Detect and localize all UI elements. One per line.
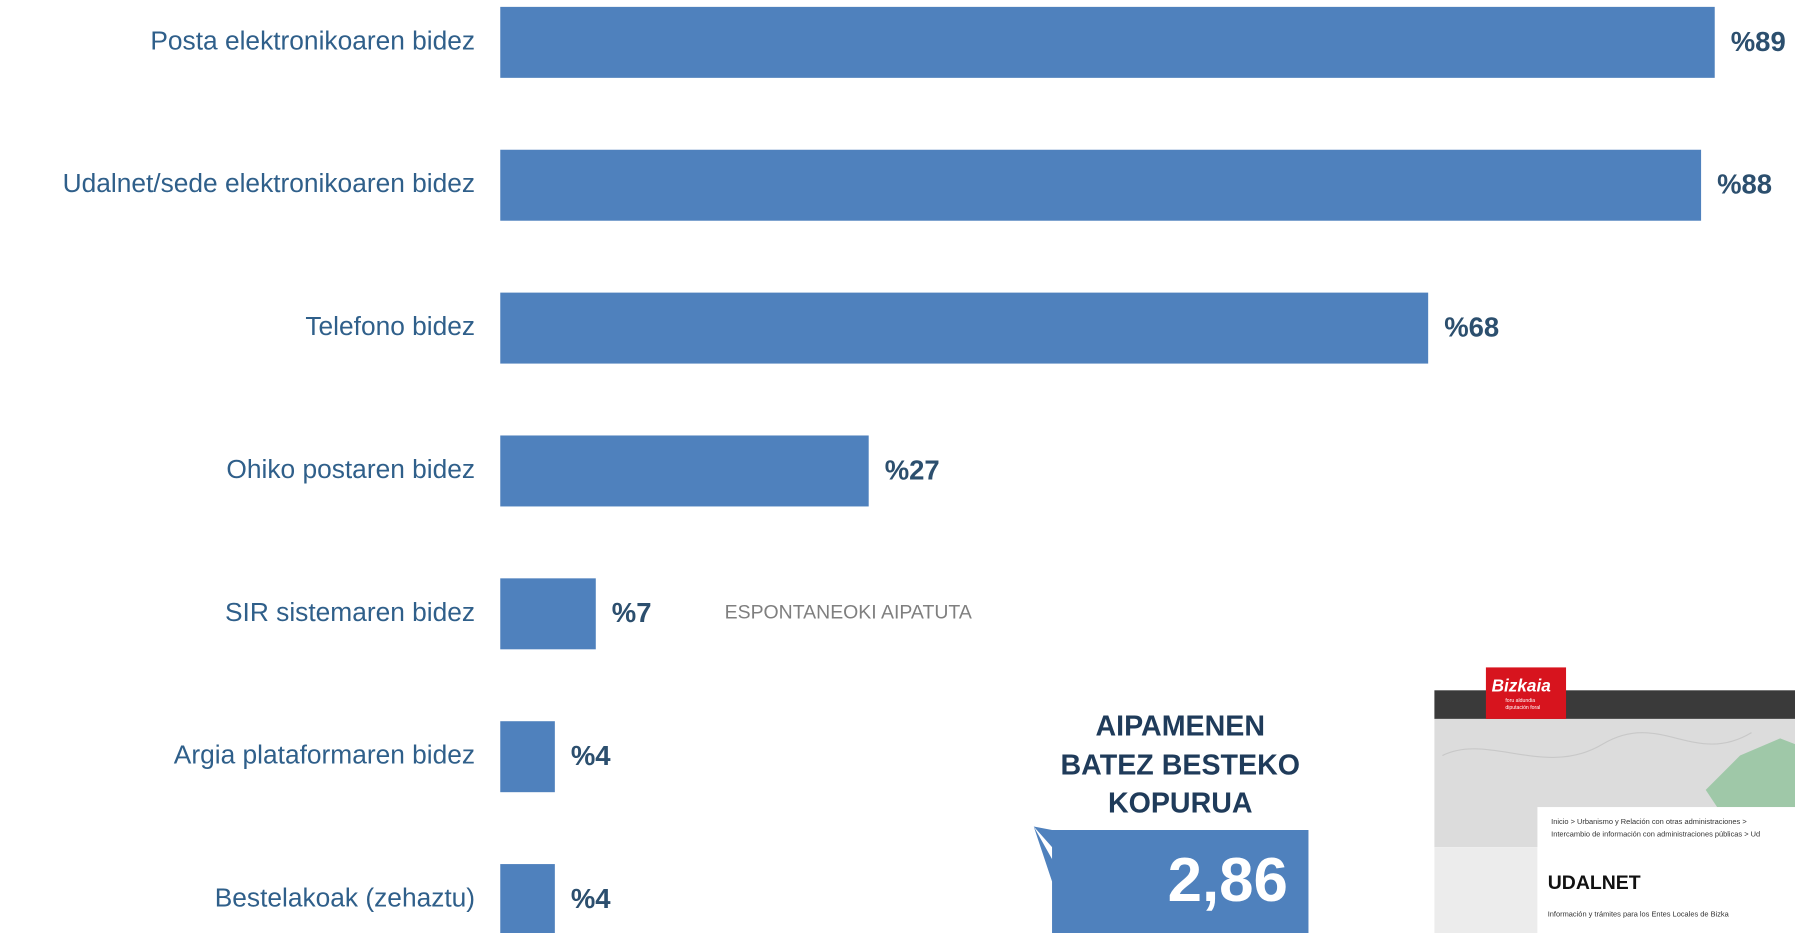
annotation: ESPONTANEOKI AIPATUTA [725,602,972,624]
thumb-side [1434,847,1537,933]
bar [500,7,1714,78]
value-label: %89 [1731,26,1786,57]
bar [500,435,868,506]
value-label: %4 [571,883,611,914]
category-label: Telefono bidez [305,311,475,341]
callout-title: KOPURUA [1108,787,1253,819]
bar [500,864,555,933]
category-label: SIR sistemaren bidez [225,597,475,627]
value-label: %68 [1444,311,1499,342]
value-label: %27 [885,454,940,485]
callout-title: AIPAMENEN [1095,711,1265,743]
value-label: %4 [571,740,611,771]
category-label: Udalnet/sede elektronikoaren bidez [63,168,476,198]
thumb-breadcrumb: Inicio > Urbanismo y Relación con otras … [1551,817,1747,826]
bar [500,150,1701,221]
chart: %4 Bestelakoak (zehaztu) %4 Argia plataform… [0,0,1795,933]
thumb-heading: UDALNET [1548,872,1641,894]
thumb-logo-text: Bizkaia [1492,675,1552,695]
thumb-description: Información y trámites para los Entes Lo… [1548,910,1730,919]
value-label: %88 [1717,169,1772,200]
bar [500,721,555,792]
category-label: Posta elektronikoaren bidez [150,25,475,55]
callout-title: BATEZ BESTEKO [1061,750,1300,782]
bar [500,293,1428,364]
callout-value: 2,86 [1168,846,1288,915]
page: %4 Bestelakoak (zehaztu) %4 Argia plataform… [0,0,1795,933]
category-label: Ohiko postaren bidez [226,454,475,484]
thumb-breadcrumb: Intercambio de información con administr… [1551,830,1760,839]
category-label: Bestelakoak (zehaztu) [215,883,475,913]
category-label: Argia plataformaren bidez [174,740,475,770]
website-thumbnail: Bizkaia foru aldundia diputación foral I… [1434,666,1795,933]
bar [500,578,596,649]
value-label: %7 [612,597,652,628]
thumb-logo-sub: foru aldundia [1505,698,1535,704]
thumb-logo-sub: diputación foral [1505,705,1540,711]
